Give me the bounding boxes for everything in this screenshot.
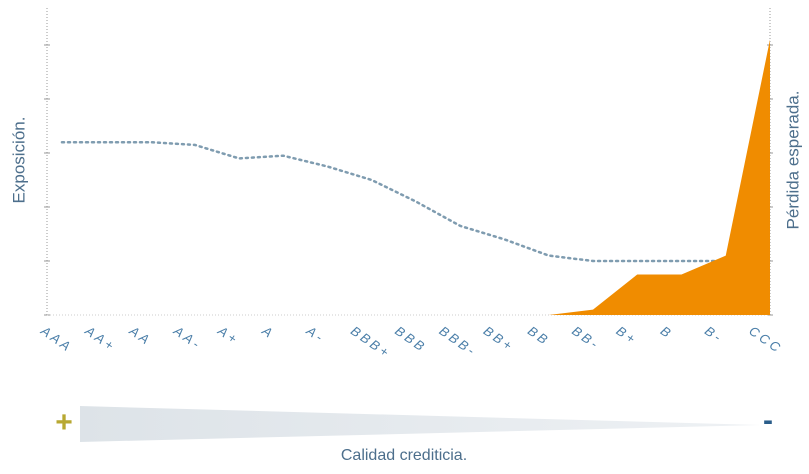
x-axis-label: Calidad crediticia. xyxy=(341,447,467,464)
exposure-line xyxy=(60,140,772,263)
loss-area xyxy=(62,39,770,315)
x-tick-label: BB- xyxy=(569,323,603,353)
x-tick-label: A- xyxy=(303,322,328,346)
scale-high: + xyxy=(55,406,73,439)
x-tick-label: BBB xyxy=(392,323,429,355)
quality-gradient xyxy=(80,406,760,442)
x-tick-label: CCC xyxy=(746,323,785,357)
y2-axis-label: Pérdida esperada. xyxy=(783,91,802,230)
x-tick-label: B- xyxy=(702,323,726,346)
x-tick-label: BB+ xyxy=(481,323,517,355)
x-tick-label: B+ xyxy=(614,323,641,348)
x-tick-label: BBB+ xyxy=(348,323,394,361)
x-tick-label: AA xyxy=(126,322,155,348)
x-tick-label: A+ xyxy=(214,322,242,348)
y-axis-label: Exposición. xyxy=(9,117,28,204)
x-tick-label: AA+ xyxy=(82,322,119,354)
x-tick-label: AA- xyxy=(170,322,205,352)
x-tick-label: BB xyxy=(525,323,553,349)
scale-low: - xyxy=(763,404,773,437)
x-tick-label: B xyxy=(658,323,676,342)
x-tick-label: AAA xyxy=(37,322,75,355)
x-tick-label: BBB- xyxy=(437,323,480,360)
x-tick-label: A xyxy=(259,322,278,342)
